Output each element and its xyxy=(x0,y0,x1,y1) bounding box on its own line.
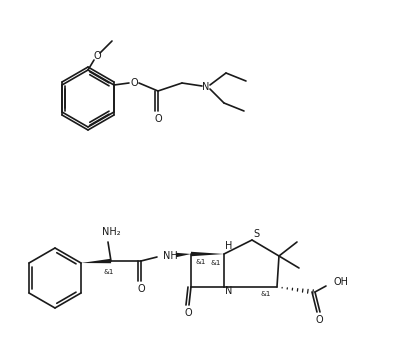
Polygon shape xyxy=(191,252,224,256)
Text: N: N xyxy=(225,286,233,296)
Polygon shape xyxy=(176,253,191,257)
Text: NH: NH xyxy=(163,251,178,261)
Text: O: O xyxy=(154,114,162,124)
Text: N: N xyxy=(202,82,210,92)
Text: H: H xyxy=(225,241,233,251)
Text: O: O xyxy=(184,308,192,318)
Text: S: S xyxy=(253,229,259,239)
Polygon shape xyxy=(81,259,111,263)
Text: O: O xyxy=(137,284,145,294)
Text: O: O xyxy=(315,315,323,325)
Text: &1: &1 xyxy=(104,269,114,275)
Text: O: O xyxy=(93,51,101,61)
Text: OH: OH xyxy=(334,277,349,287)
Text: &1: &1 xyxy=(261,291,271,297)
Text: &1: &1 xyxy=(211,260,221,266)
Text: O: O xyxy=(130,78,138,88)
Text: NH₂: NH₂ xyxy=(102,227,120,237)
Text: &1: &1 xyxy=(196,259,206,265)
